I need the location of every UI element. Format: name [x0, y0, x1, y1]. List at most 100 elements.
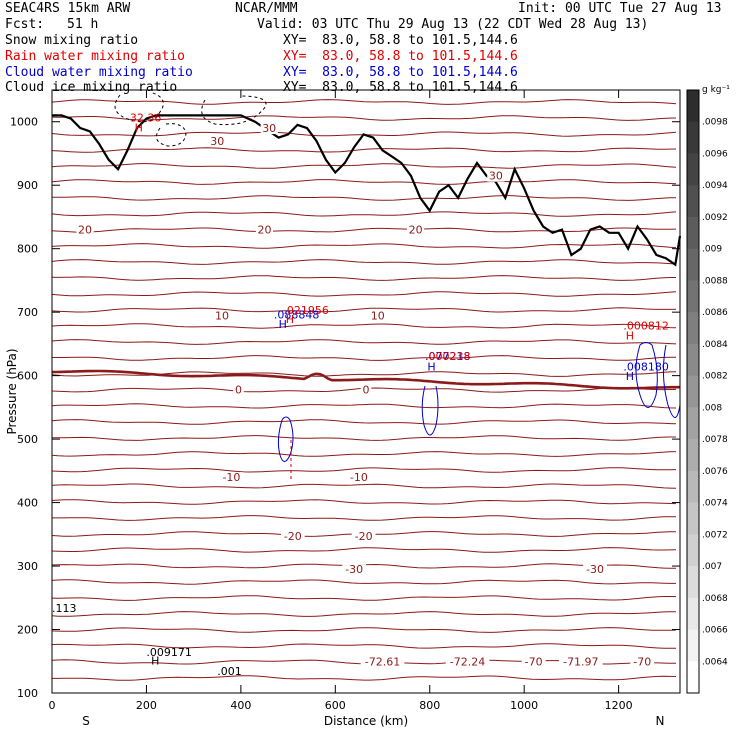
isotherm-line [51, 227, 677, 233]
isotherm-line [51, 403, 677, 409]
isotherm-label-bg [213, 310, 231, 322]
colorbar-label: .0096 [702, 149, 728, 159]
north-label: N [656, 714, 665, 728]
colorbar-label: .0068 [702, 594, 728, 604]
isotherm-line [51, 243, 677, 249]
extremum-label: .001 [217, 665, 242, 678]
isotherm-label-bg [360, 384, 372, 396]
isotherm-label-bg [233, 384, 244, 396]
colorbar-swatch [687, 216, 699, 250]
isotherm-line [51, 163, 677, 169]
isotherm-label: 20 [257, 224, 271, 237]
y-tick-label: 700 [17, 306, 38, 319]
extremum-label: .000812 [623, 319, 669, 332]
colorbar-label: .009 [702, 245, 722, 255]
cloud-ice-contour [201, 95, 267, 126]
colorbar-label: .0078 [702, 435, 728, 445]
isotherm-label: -70 [525, 655, 543, 668]
isotherm-label-bg [255, 224, 274, 236]
zero-isotherm [51, 369, 680, 390]
colorbar-label: .008 [702, 403, 722, 413]
colorbar-label: .0066 [702, 626, 728, 636]
model-title: SEAC4RS 15km ARW [5, 1, 131, 16]
isotherm-line [52, 435, 676, 441]
isotherm-label: -72.61 [365, 655, 400, 668]
cloud-water-contour [421, 385, 439, 436]
isotherm-line [51, 451, 677, 457]
colorbar: .0098 .0096 .0094 .0092 .009 .0088 .0086 .0084.… [686, 85, 730, 694]
y-tick-label: 200 [17, 624, 38, 637]
colorbar-swatch [687, 280, 699, 313]
isotherm-line [52, 515, 677, 521]
isotherm-label: -20 [284, 530, 302, 543]
init-time: Init: 00 UTC Tue 27 Aug 13 [518, 1, 722, 16]
colorbar-swatch [687, 185, 699, 218]
isotherm-label: 0 [235, 384, 242, 397]
isotherm-label-bg [208, 135, 226, 147]
isotherm-label-bg [219, 472, 244, 484]
isotherm-label-bg [559, 656, 603, 668]
contour-labels: -72.61 -72.24 -70 -71.97 -70 -30 -30 -20 -20 -10 -… [52, 112, 669, 678]
colorbar-label: .0086 [702, 308, 728, 318]
colorbar-label: .0098 [702, 118, 728, 128]
isotherm-line [51, 179, 677, 185]
y-tick-label: 900 [17, 179, 38, 192]
colorbar-label: .0084 [702, 340, 728, 350]
isotherm-line [51, 291, 677, 297]
cloud-ice-contour [155, 123, 187, 147]
colorbar-label: .0076 [702, 467, 728, 477]
extremum-label: H [626, 329, 634, 342]
isotherm-line [51, 643, 677, 649]
extremum-label: .008180 [623, 361, 669, 374]
colorbar-label: .0092 [702, 213, 728, 223]
colorbar-label: .0082 [702, 372, 728, 382]
isotherm-label: -72.24 [450, 655, 485, 668]
colorbar-unit: g kg⁻¹ [702, 85, 730, 95]
isotherm-line [51, 307, 677, 313]
isotherm-label-bg [260, 123, 278, 135]
extremum-label: .088848 [274, 309, 320, 322]
colorbar-swatch [687, 407, 699, 440]
colorbar-label: .0074 [702, 499, 728, 509]
extremum-label: H [151, 654, 159, 667]
isotherm-label: 30 [262, 122, 276, 135]
valid-time: Valid: 03 UTC Thu 29 Aug 13 (22 CDT Wed … [257, 17, 649, 32]
extremum-label: H [135, 121, 143, 134]
legend-rain-xy: XY= 83.0, 58.8 to 101.5,144.6 [283, 49, 518, 64]
legend-cloud-ice-xy: XY= 83.0, 58.8 to 101.5,144.6 [283, 80, 518, 95]
forecast-hours: 51 h [67, 17, 99, 32]
colorbar-swatch [687, 312, 699, 345]
isotherm-line [51, 211, 677, 217]
x-tick-label: 1200 [605, 699, 633, 712]
extremum-label: .009171 [146, 646, 192, 659]
extremum-label: .113 [52, 602, 77, 615]
isotherm-label: -10 [222, 471, 240, 484]
plot-frame [51, 89, 681, 694]
isotherm-line [51, 115, 677, 121]
isotherm-label: 10 [371, 309, 385, 322]
isotherm-label: -10 [350, 471, 368, 484]
extremum-label: .000238 [425, 350, 471, 363]
x-tick-label: 600 [325, 699, 346, 712]
y-tick-label: 400 [17, 497, 38, 510]
colorbar-label: .0088 [702, 276, 728, 286]
colorbar-swatch [687, 439, 699, 472]
isotherm-label: 20 [78, 224, 92, 237]
isotherm-label: 30 [210, 135, 224, 148]
extremum-label: 32.36 [130, 112, 162, 125]
isotherm-line [52, 355, 677, 361]
extremum-label: H [279, 318, 287, 331]
isotherm-line [51, 275, 676, 281]
colorbar-swatch [687, 248, 699, 281]
y-tick-label: 500 [17, 433, 38, 446]
legend-snow-xy: XY= 83.0, 58.8 to 101.5,144.6 [283, 33, 518, 48]
terrain-layer [52, 114, 682, 267]
isotherm-line [51, 419, 677, 425]
isotherm-line [52, 675, 677, 681]
colorbar-label: .0072 [702, 530, 728, 540]
x-axis-label: Distance (km) [324, 714, 408, 728]
isotherm-label: 0 [363, 384, 370, 397]
isotherm-label-bg [76, 224, 94, 236]
colorbar-swatch [687, 661, 699, 694]
forecast-label: Fcst: [5, 17, 45, 32]
